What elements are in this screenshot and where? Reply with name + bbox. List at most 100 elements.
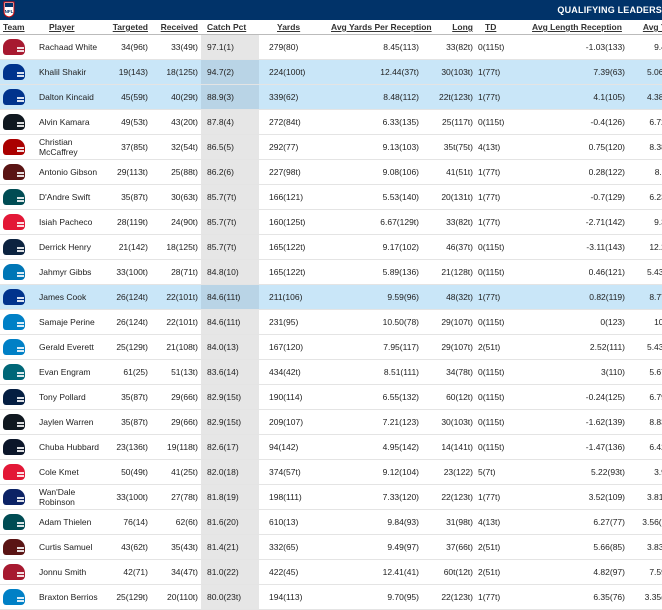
avg-length-rec-cell: 3(110) <box>529 359 627 385</box>
col-long-header[interactable]: Long <box>427 20 475 35</box>
player-name-link[interactable]: Antonio Gibson <box>39 159 107 185</box>
table-row[interactable]: Alvin Kamara 49(53t) 43(20t) 87.8(4) 272(84t… <box>0 109 662 135</box>
avg-length-rec-cell: 0.46(121) <box>529 259 627 285</box>
col-avg-length-rec-header[interactable]: Avg Length Reception <box>529 20 627 35</box>
table-row[interactable]: Adam Thielen 76(14) 62(6t) 81.6(20) 610(13) 9… <box>0 509 662 535</box>
avg-yac-cell: 5.06(55t) <box>627 59 662 85</box>
avg-yac-cell: 5.43(46t) <box>627 334 662 360</box>
team-helmet-icon <box>3 189 25 205</box>
col-team-header[interactable]: Team <box>0 20 39 35</box>
received-cell: 40(29t) <box>151 84 201 110</box>
avg-yac-cell: 8.8(11) <box>627 159 662 185</box>
td-cell: 1(77t) <box>475 209 529 235</box>
player-name-link[interactable]: Tony Pollard <box>39 384 107 410</box>
table-row[interactable]: Braxton Berrios 25(129t) 20(110t) 80.0(23t)… <box>0 584 662 610</box>
col-avg-yards-rec-header[interactable]: Avg Yards Per Reception <box>331 20 432 35</box>
player-name-link[interactable]: Christian McCaffrey <box>39 134 107 160</box>
player-name-link[interactable]: Alvin Kamara <box>39 109 107 135</box>
player-name-link[interactable]: Samaje Perine <box>39 309 107 335</box>
table-row[interactable]: Isiah Pacheco 28(119t) 24(90t) 85.7(7t) 160(… <box>0 209 662 235</box>
received-cell: 62(6t) <box>151 509 201 535</box>
avg-yac-cell: 3.81(95t) <box>627 484 662 510</box>
targeted-cell: 49(53t) <box>107 109 151 135</box>
col-avg-yac-header[interactable]: Avg YAC <box>627 20 662 35</box>
table-row[interactable]: Jonnu Smith 42(71) 34(47t) 81.0(22) 422(45) 1… <box>0 559 662 585</box>
col-yards-header[interactable]: Yards <box>259 20 331 35</box>
player-name-link[interactable]: Curtis Samuel <box>39 534 107 560</box>
player-name-link[interactable]: Gerald Everett <box>39 334 107 360</box>
targeted-cell: 25(129t) <box>107 584 151 610</box>
team-cell <box>0 184 39 210</box>
table-row[interactable]: Wan'Dale Robinson 33(100t) 27(78t) 81.8(19)… <box>0 484 662 510</box>
player-name-link[interactable]: Rachaad White <box>39 34 107 60</box>
yards-cell: 610(13) <box>259 509 331 535</box>
page-title: QUALIFYING LEADERS <box>557 5 662 15</box>
td-cell: 0(115t) <box>475 34 529 60</box>
catch-pct-cell: 84.8(10) <box>201 259 259 285</box>
team-helmet-icon <box>3 364 25 380</box>
table-row[interactable]: Jahmyr Gibbs 33(100t) 28(71t) 84.8(10) 165(1… <box>0 259 662 285</box>
team-helmet-icon <box>3 339 25 355</box>
col-player-header[interactable]: Player <box>39 20 107 35</box>
targeted-cell: 25(129t) <box>107 334 151 360</box>
catch-pct-cell: 81.0(22) <box>201 559 259 585</box>
long-cell: 30(103t) <box>427 59 475 85</box>
long-cell: 60t(12t) <box>427 559 475 585</box>
team-cell <box>0 409 39 435</box>
player-name-link[interactable]: Cole Kmet <box>39 459 107 485</box>
col-received-header[interactable]: Received <box>151 20 201 35</box>
td-cell: 1(77t) <box>475 159 529 185</box>
table-row[interactable]: Gerald Everett 25(129t) 21(108t) 84.0(13) 16… <box>0 334 662 360</box>
player-name-link[interactable]: Wan'Dale Robinson <box>39 484 107 510</box>
player-name-link[interactable]: Adam Thielen <box>39 509 107 535</box>
player-name-link[interactable]: Jonnu Smith <box>39 559 107 585</box>
nfl-shield-icon: NFL <box>3 1 15 18</box>
col-targeted-header[interactable]: Targeted <box>107 20 151 35</box>
table-row[interactable]: Dalton Kincaid 45(59t) 40(29t) 88.9(3) 339(6… <box>0 84 662 110</box>
table-row[interactable]: Cole Kmet 50(49t) 41(25t) 82.0(18) 374(57t) 9… <box>0 459 662 485</box>
td-cell: 0(115t) <box>475 234 529 260</box>
table-row[interactable]: James Cook 26(124t) 22(101t) 84.6(11t) 211(1… <box>0 284 662 310</box>
table-row[interactable]: Chuba Hubbard 23(136t) 19(118t) 82.6(17) 94(… <box>0 434 662 460</box>
avg-yac-cell: 6.72(25) <box>627 109 662 135</box>
avg-length-rec-cell: -2.71(142) <box>529 209 627 235</box>
player-name-link[interactable]: Dalton Kincaid <box>39 84 107 110</box>
table-row[interactable]: Antonio Gibson 29(113t) 25(88t) 86.2(6) 227(… <box>0 159 662 185</box>
player-name-link[interactable]: D'Andre Swift <box>39 184 107 210</box>
targeted-cell: 45(59t) <box>107 84 151 110</box>
table-row[interactable]: Curtis Samuel 43(62t) 35(43t) 81.4(21) 332(6… <box>0 534 662 560</box>
table-row[interactable]: Jaylen Warren 35(87t) 29(66t) 82.9(15t) 209(… <box>0 409 662 435</box>
td-cell: 4(13t) <box>475 134 529 160</box>
long-cell: 29(107t) <box>427 334 475 360</box>
col-catch-pct-header[interactable]: Catch Pct <box>201 20 259 35</box>
table-row[interactable]: Christian McCaffrey 37(85t) 32(54t) 86.5(5)… <box>0 134 662 160</box>
table-row[interactable]: Evan Engram 61(25) 51(13t) 83.6(14) 434(42t)… <box>0 359 662 385</box>
targeted-cell: 33(100t) <box>107 484 151 510</box>
player-name-link[interactable]: Chuba Hubbard <box>39 434 107 460</box>
yards-cell: 167(120) <box>259 334 331 360</box>
player-name-link[interactable]: Jahmyr Gibbs <box>39 259 107 285</box>
td-cell: 2(51t) <box>475 559 529 585</box>
long-cell: 23(122) <box>427 459 475 485</box>
player-name-link[interactable]: Jaylen Warren <box>39 409 107 435</box>
table-row[interactable]: Tony Pollard 35(87t) 29(66t) 82.9(15t) 190(1… <box>0 384 662 410</box>
col-td-header[interactable]: TD <box>475 20 529 35</box>
catch-pct-cell: 87.8(4) <box>201 109 259 135</box>
leaders-table: Team Player Targeted Received Catch Pct … <box>0 20 662 610</box>
player-name-link[interactable]: Isiah Pacheco <box>39 209 107 235</box>
player-name-link[interactable]: Derrick Henry <box>39 234 107 260</box>
table-row[interactable]: D'Andre Swift 35(87t) 30(63t) 85.7(7t) 166(1… <box>0 184 662 210</box>
table-row[interactable]: Khalil Shakir 19(143) 18(125t) 94.7(2) 224(1… <box>0 59 662 85</box>
targeted-cell: 26(124t) <box>107 309 151 335</box>
team-cell <box>0 259 39 285</box>
table-row[interactable]: Samaje Perine 26(124t) 22(101t) 84.6(11t) 23… <box>0 309 662 335</box>
table-row[interactable]: Derrick Henry 21(142) 18(125t) 85.7(7t) 165(… <box>0 234 662 260</box>
player-name-link[interactable]: James Cook <box>39 284 107 310</box>
catch-pct-cell: 83.6(14) <box>201 359 259 385</box>
table-row[interactable]: Rachaad White 34(96t) 33(49t) 97.1(1) 279(80… <box>0 34 662 60</box>
td-cell: 0(115t) <box>475 359 529 385</box>
yards-cell: 165(122t) <box>259 259 331 285</box>
player-name-link[interactable]: Khalil Shakir <box>39 59 107 85</box>
player-name-link[interactable]: Braxton Berrios <box>39 584 107 610</box>
player-name-link[interactable]: Evan Engram <box>39 359 107 385</box>
